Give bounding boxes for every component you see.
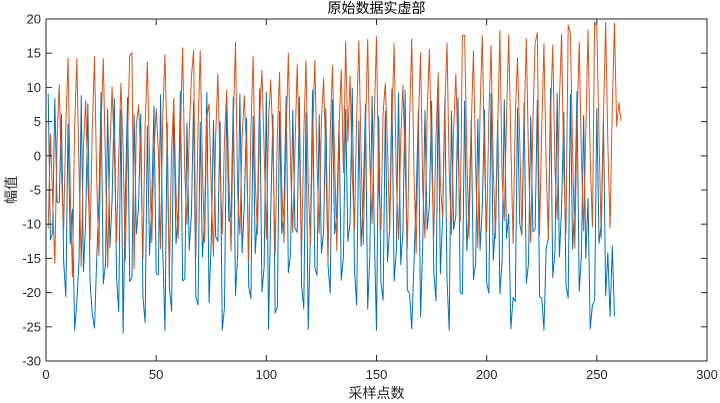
y-tick-label: -15 <box>22 251 41 266</box>
x-tick-label: 50 <box>149 367 163 382</box>
y-tick-label: 20 <box>27 12 41 27</box>
y-tick-label: -10 <box>22 217 41 232</box>
y-axis-label: 幅值 <box>4 176 20 204</box>
y-tick-label: 0 <box>34 148 41 163</box>
series-layer <box>47 21 622 334</box>
x-tick-label: 300 <box>696 367 718 382</box>
y-tick-label: 5 <box>34 114 41 129</box>
x-tick-label: 100 <box>255 367 277 382</box>
x-tick-label: 0 <box>42 367 49 382</box>
y-tick-label: -20 <box>22 285 41 300</box>
x-tick-label: 250 <box>586 367 608 382</box>
series-line-blue <box>47 87 615 334</box>
chart-title: 原始数据实虚部 <box>328 1 426 17</box>
x-axis-ticks: 0 50 100 150 200 250 300 <box>42 19 718 382</box>
x-tick-label: 200 <box>476 367 498 382</box>
y-tick-label: -25 <box>22 319 41 334</box>
y-tick-label: -30 <box>22 354 41 369</box>
y-tick-label: 10 <box>27 80 41 95</box>
x-tick-label: 150 <box>366 367 388 382</box>
y-axis-ticks: -30 -25 -20 -15 -10 -5 0 5 10 15 20 <box>22 12 707 369</box>
y-tick-label: 15 <box>27 46 41 61</box>
y-tick-label: -5 <box>29 183 41 198</box>
x-axis-label: 采样点数 <box>349 386 405 402</box>
series-line-orange <box>47 21 622 278</box>
